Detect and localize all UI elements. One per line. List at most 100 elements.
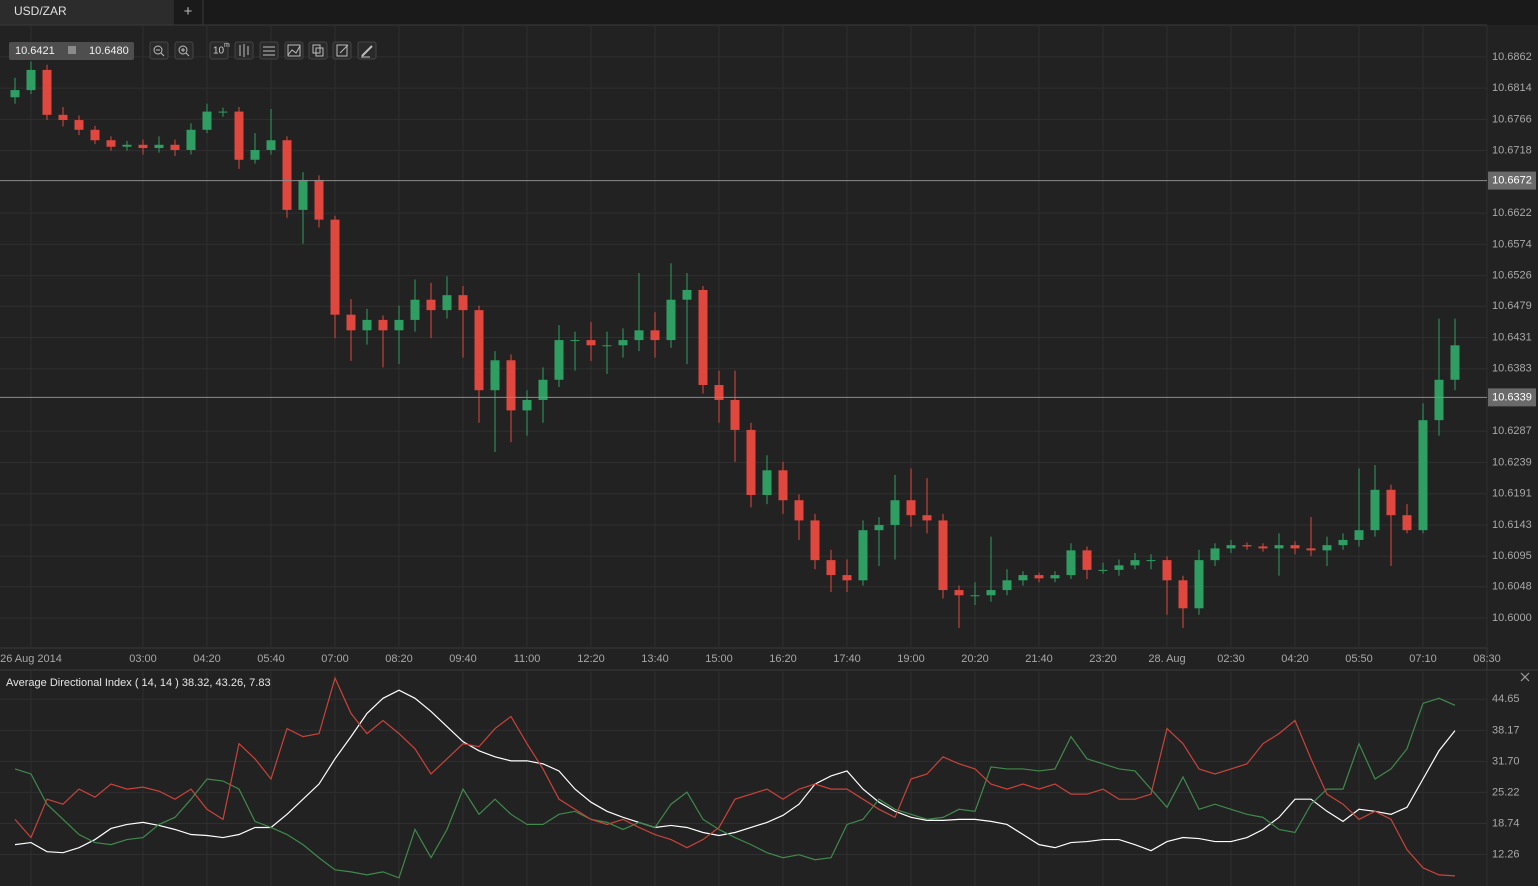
candle-body — [1386, 489, 1396, 516]
candle-body — [1082, 550, 1092, 570]
indicator-line — [14, 676, 1456, 877]
bid-price: 10.6421 — [15, 45, 55, 57]
x-tick-label: 02:30 — [1217, 653, 1245, 665]
candle-body — [1306, 548, 1316, 551]
candle-body — [362, 319, 372, 331]
candle-body — [426, 299, 436, 311]
candle-body — [1226, 545, 1236, 549]
candle-body — [170, 144, 180, 150]
candle-body — [586, 340, 596, 346]
tab[interactable] — [0, 0, 172, 25]
candle-body — [1178, 580, 1188, 609]
candle-body — [1098, 569, 1108, 571]
candle-body — [378, 319, 388, 331]
candle-body — [986, 590, 996, 596]
zoom-out-icon — [160, 52, 165, 57]
candle-body — [186, 129, 196, 150]
indicator-line — [14, 697, 1456, 879]
indicator-button[interactable] — [284, 41, 304, 60]
add-tab-button[interactable]: + — [184, 3, 193, 20]
candle-body — [410, 299, 420, 320]
candle-body — [90, 129, 100, 141]
candle-body — [810, 520, 820, 561]
x-tick-label: 26 Aug 2014 — [0, 653, 62, 665]
candle-body — [1290, 545, 1300, 549]
x-tick-label: 19:00 — [897, 653, 925, 665]
candle-body — [42, 69, 52, 115]
interval-unit: m — [224, 42, 230, 49]
candle-body — [266, 140, 276, 150]
close-indicator-button[interactable] — [1520, 672, 1530, 682]
candle-body — [234, 111, 244, 160]
close-icon — [1520, 672, 1530, 682]
x-tick-label: 13:40 — [641, 653, 669, 665]
plot-layer: 10.6862 10.6814 10.6766 10.6718 10.6622 10.65… — [0, 25, 1536, 886]
candle-body — [682, 289, 692, 300]
candle-body — [522, 399, 532, 411]
candle-body — [74, 120, 84, 130]
candle-body — [154, 144, 164, 149]
candle-body — [490, 360, 500, 391]
candle-body — [314, 179, 324, 220]
x-tick-label: 04:20 — [1281, 653, 1309, 665]
candle-body — [1018, 575, 1028, 581]
horizontal-line-label: 10.6672 — [1492, 174, 1532, 186]
x-tick-label: 15:00 — [705, 653, 733, 665]
candle-body — [890, 500, 900, 525]
x-tick-label: 12:20 — [577, 653, 605, 665]
candle-body — [394, 319, 404, 331]
candle-body — [122, 144, 132, 147]
candle-body — [874, 524, 884, 531]
x-tick-label: 16:20 — [769, 653, 797, 665]
y-tick-label: 18.74 — [1492, 817, 1520, 829]
candle-body — [602, 345, 612, 347]
x-tick-label: 08:20 — [385, 653, 413, 665]
candle-body — [1402, 515, 1412, 531]
indicator-line — [14, 689, 1456, 854]
candle-body — [1162, 560, 1172, 581]
candle-body — [10, 90, 20, 98]
x-tick-label: 05:50 — [1345, 653, 1373, 665]
zoom-out-icon — [153, 45, 163, 55]
candle-body — [730, 399, 740, 430]
x-tick-label: 08:30 — [1473, 653, 1501, 665]
candle-body — [58, 114, 68, 121]
candle-body — [1194, 560, 1204, 609]
y-tick-label: 10.6048 — [1492, 581, 1532, 593]
y-tick-label: 10.6095 — [1492, 550, 1532, 562]
y-tick-label: 25.22 — [1492, 786, 1520, 798]
candle-body — [1338, 539, 1348, 546]
zoom-in-icon — [178, 45, 188, 55]
x-tick-label: 09:40 — [449, 653, 477, 665]
candle-body — [1434, 379, 1444, 421]
candle-body — [938, 520, 948, 591]
candle-body — [282, 140, 292, 210]
x-tick-label: 20:20 — [961, 653, 989, 665]
y-tick-label: 10.6766 — [1492, 113, 1532, 125]
candle-body — [1210, 548, 1220, 561]
candle-body — [746, 429, 756, 496]
y-tick-label: 10.6191 — [1492, 488, 1532, 500]
candle-body — [970, 595, 980, 597]
y-tick-label: 44.65 — [1492, 693, 1520, 705]
interval-value: 10 — [213, 46, 225, 57]
candle-body — [1130, 560, 1140, 566]
candle-body — [778, 470, 788, 501]
candle-body — [954, 590, 964, 596]
candle-body — [842, 575, 852, 581]
candle-body — [1274, 545, 1284, 549]
candle-body — [1146, 560, 1156, 562]
horizontal-line-label-box — [1488, 388, 1536, 407]
interval-button[interactable] — [209, 41, 229, 60]
candle-body — [202, 111, 212, 130]
y-tick-label: 10.6000 — [1492, 612, 1532, 624]
x-tick-label: 04:20 — [193, 653, 221, 665]
candle-body — [1242, 545, 1252, 547]
price-separator — [68, 46, 76, 54]
y-tick-label: 31.70 — [1492, 755, 1520, 767]
candle-body — [1370, 489, 1380, 531]
edit-icon — [336, 44, 348, 57]
indicator-title: Average Directional Index ( 14, 14 ) 38.… — [6, 677, 271, 689]
y-tick-label: 12.26 — [1492, 848, 1520, 860]
candle-body — [794, 500, 804, 521]
